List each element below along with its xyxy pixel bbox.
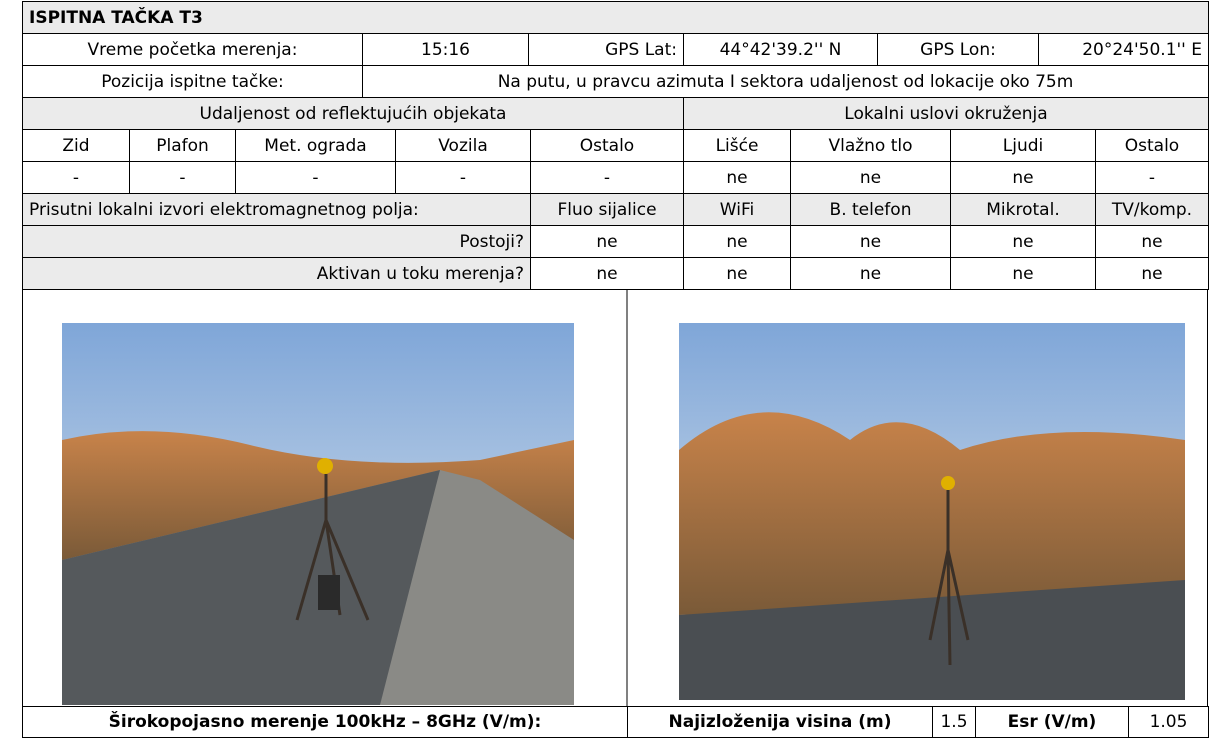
measurement-cell: GPS Lat:	[528, 33, 684, 66]
column-header: Zid	[22, 129, 130, 162]
column-header: Ostalo	[530, 129, 684, 162]
value-cell: ne	[950, 161, 1096, 194]
row-label: Postoji?	[22, 225, 531, 258]
footer-cell: 1.5	[932, 706, 976, 738]
footer-cell: Najizloženija visina (m)	[627, 706, 933, 738]
column-header: Mikrotal.	[950, 193, 1096, 226]
column-header: TV/komp.	[1095, 193, 1209, 226]
section-header: Udaljenost od reflektujućih objekata	[22, 97, 684, 130]
value-cell: ne	[683, 161, 791, 194]
photo-left	[62, 323, 574, 705]
value-cell: ne	[950, 257, 1096, 290]
value-cell: ne	[683, 257, 791, 290]
column-header: WiFi	[683, 193, 791, 226]
value-cell: ne	[530, 225, 684, 258]
column-header: Ljudi	[950, 129, 1096, 162]
column-header: Fluo sijalice	[530, 193, 684, 226]
value-cell: ne	[790, 161, 951, 194]
footer-cell: Esr (V/m)	[975, 706, 1129, 738]
measurement-cell: 20°24'50.1'' E	[1038, 33, 1209, 66]
value-cell: -	[22, 161, 130, 194]
value-cell: ne	[790, 257, 951, 290]
column-header: Vlažno tlo	[790, 129, 951, 162]
position-label: Pozicija ispitne tačke:	[22, 65, 363, 98]
footer-cell: 1.05	[1128, 706, 1209, 738]
value-cell: ne	[1095, 225, 1209, 258]
value-cell: -	[395, 161, 531, 194]
measurement-cell: GPS Lon:	[877, 33, 1039, 66]
measurement-cell: Vreme početka merenja:	[22, 33, 363, 66]
value-cell: ne	[1095, 257, 1209, 290]
column-header: Met. ograda	[235, 129, 396, 162]
value-cell: -	[1095, 161, 1209, 194]
photo-right	[679, 323, 1185, 700]
value-cell: ne	[950, 225, 1096, 258]
column-header: Lišće	[683, 129, 791, 162]
footer-cell: Širokopojasno merenje 100kHz – 8GHz (V/m…	[22, 706, 628, 738]
column-header: Ostalo	[1095, 129, 1209, 162]
value-cell: ne	[683, 225, 791, 258]
section-header: Lokalni uslovi okruženja	[683, 97, 1209, 130]
value-cell: -	[530, 161, 684, 194]
row-label: Aktivan u toku merenja?	[22, 257, 531, 290]
value-cell: ne	[790, 225, 951, 258]
position-value: Na putu, u pravcu azimuta I sektora udal…	[362, 65, 1209, 98]
value-cell: -	[235, 161, 396, 194]
column-header: B. telefon	[790, 193, 951, 226]
sources-label: Prisutni lokalni izvori elektromagnetnog…	[22, 193, 531, 226]
measurement-cell: 15:16	[362, 33, 529, 66]
column-header: Vozila	[395, 129, 531, 162]
column-header: Plafon	[129, 129, 236, 162]
value-cell: ne	[530, 257, 684, 290]
title: ISPITNA TAČKA T3	[22, 1, 1209, 34]
measurement-cell: 44°42'39.2'' N	[683, 33, 878, 66]
value-cell: -	[129, 161, 236, 194]
